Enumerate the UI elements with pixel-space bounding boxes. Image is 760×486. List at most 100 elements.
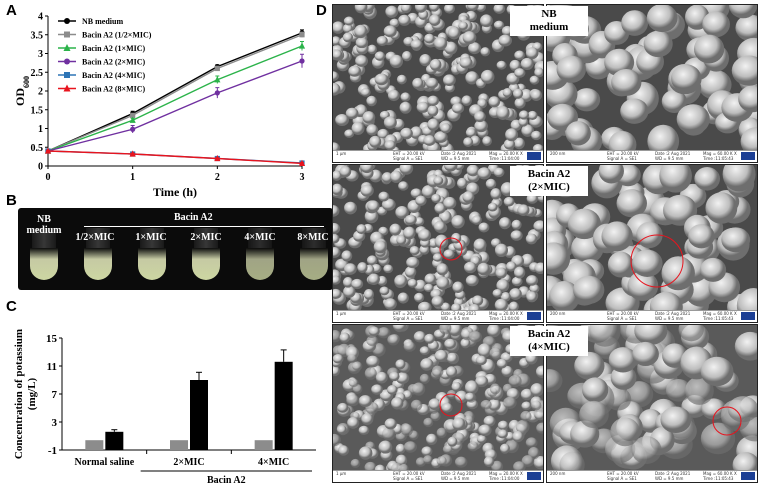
bacterium-cell: [616, 189, 647, 218]
culture-tube: [138, 228, 166, 280]
sem-info-text: Time :11:05:43: [703, 316, 734, 321]
bacterium-cell: [348, 378, 359, 388]
bacterium-cell: [397, 292, 409, 304]
y-tick-label: 0.5: [31, 143, 44, 154]
bacterium-cell: [509, 288, 522, 300]
bacterium-cell: [382, 427, 396, 441]
bacterium-cell: [351, 278, 364, 290]
bacterium-cell: [513, 266, 526, 279]
bacterium-cell: [444, 338, 457, 350]
bacterium-cell: [333, 21, 345, 34]
bacterium-cell: [702, 11, 730, 38]
bacterium-cell: [429, 58, 442, 71]
bacterium-cell: [360, 184, 374, 197]
bacterium-cell: [364, 461, 377, 471]
damage-marker-circle: [712, 406, 742, 436]
bacterium-cell: [514, 68, 526, 78]
sem-info-text: Signal A = SE1: [607, 316, 637, 321]
bacterium-cell: [688, 224, 715, 249]
x-axis-label: Time (h): [153, 185, 197, 199]
bacterium-cell: [462, 31, 477, 45]
bacterium-cell: [423, 417, 434, 428]
data-point: [130, 112, 136, 118]
sem-info-text: Time :11:05:43: [703, 476, 734, 481]
bacterium-cell: [643, 30, 673, 58]
bacterium-cell: [333, 222, 341, 235]
bacterium-cell: [463, 137, 474, 147]
bacterium-cell: [512, 430, 524, 443]
bacterium-cell: [345, 107, 359, 120]
sem-info-text: Time :11:04:00: [489, 316, 520, 321]
sem-info-bar: 1 µm EHT = 20.00 kV Signal A = SE1 Date :2 …: [333, 150, 543, 162]
bacterium-cell: [492, 288, 503, 298]
y-tick-label: 1: [38, 124, 43, 135]
sem-row-label-line: medium: [529, 21, 569, 33]
bacterium-cell: [423, 455, 433, 465]
bacterium-cell: [505, 128, 519, 142]
bacterium-cell: [579, 400, 609, 429]
bacterium-cell: [430, 411, 441, 422]
bacterium-cell: [610, 365, 637, 390]
bacterium-cell: [489, 383, 501, 395]
sem-info-text: EHT = 20.00 kV: [607, 311, 639, 316]
bacterium-cell: [727, 396, 757, 423]
bacterium-cell: [371, 384, 383, 395]
sem-info-text: Signal A = SE1: [393, 476, 423, 481]
bacterium-cell: [477, 167, 492, 180]
bacterium-cell: [369, 135, 382, 148]
x-tick-label: Normal saline: [74, 457, 134, 468]
bacterium-cell: [468, 331, 483, 343]
bacterium-cell: [521, 124, 535, 137]
bacterium-cell: [474, 119, 488, 133]
sem-info-text: Time :11:04:00: [489, 156, 520, 161]
bacterium-cell: [391, 396, 404, 410]
bacterium-cell: [360, 165, 374, 174]
bacterium-cell: [527, 110, 538, 120]
bacterium-cell: [351, 121, 365, 135]
legend-label: Bacin A2 (1×MIC): [82, 44, 146, 53]
bacterium-cell: [355, 37, 369, 49]
bacterium-cell: [412, 382, 426, 396]
bacterium-cell: [735, 14, 757, 42]
bacterium-cell: [400, 92, 411, 102]
bacterium-cell: [440, 123, 452, 134]
bacterium-cell: [346, 394, 360, 407]
bacterium-cell: [477, 262, 490, 276]
bacterium-cell: [466, 165, 480, 177]
sem-info-text: EHT = 20.00 kV: [393, 471, 425, 476]
bacterium-cell: [480, 399, 492, 410]
x-tick-label: 2: [215, 172, 220, 183]
sem-info-text: WD = 9.5 mm: [655, 476, 684, 481]
group-label: Bacin A2: [207, 475, 246, 486]
sem-info-bar: 200 nm EHT = 20.00 kV Signal A = SE1 Date :…: [547, 470, 757, 482]
bacterium-cell: [347, 417, 360, 429]
bacterium-cell: [406, 256, 420, 269]
bacterium-cell: [685, 376, 714, 405]
bacterium-cell: [482, 136, 492, 146]
bacterium-cell: [387, 89, 400, 102]
bacterium-cell: [367, 200, 380, 213]
bacterium-cell: [525, 437, 538, 448]
data-point: [129, 150, 136, 157]
sem-micrograph: [547, 165, 757, 311]
bacterium-cell: [476, 434, 487, 444]
bacterium-cell: [386, 385, 398, 395]
bacterium-cell: [428, 398, 441, 411]
bacterium-cell: [383, 25, 397, 38]
bacterium-cell: [514, 97, 526, 109]
bacterium-cell: [480, 69, 495, 84]
data-point: [214, 154, 221, 162]
bacterium-cell: [378, 440, 393, 454]
bacterium-cell: [424, 333, 435, 344]
bacterium-cell: [436, 456, 447, 466]
bacterium-cell: [502, 87, 513, 98]
y-tick-label: 15: [46, 333, 58, 345]
bacterium-cell: [384, 140, 396, 151]
bacterium-cell: [671, 64, 702, 93]
legend-marker: [63, 44, 71, 51]
bacterium-cell: [401, 50, 412, 62]
bacterium-cell: [333, 233, 340, 244]
sem-info-text: Date :2 Aug 2021: [441, 471, 477, 476]
x-tick-label: 1: [130, 172, 135, 183]
bacterium-cell: [404, 214, 417, 225]
